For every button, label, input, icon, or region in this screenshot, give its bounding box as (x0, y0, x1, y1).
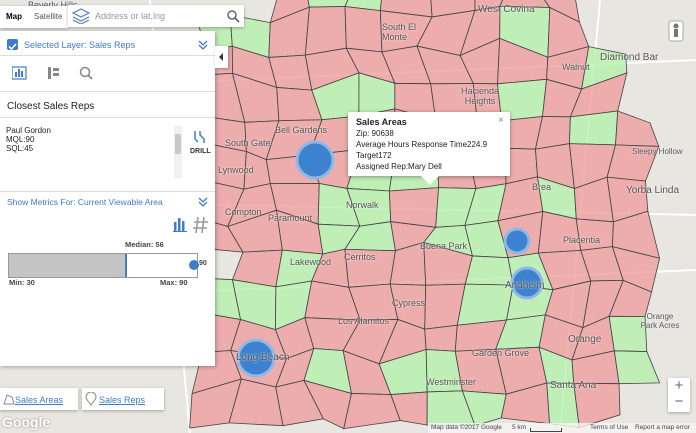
place-label: Walnut (562, 62, 590, 72)
place-label: Brea (532, 182, 552, 192)
place-label: Anaheim (505, 280, 545, 291)
panel-tool-icons[interactable] (12, 65, 102, 81)
place-label: Yorba Linda (626, 185, 680, 196)
rep-marker (236, 338, 276, 378)
place-label: Los Alamitos (338, 316, 390, 326)
place-label: Paramount (268, 213, 313, 223)
sales-area (573, 382, 621, 429)
place-label: Diamond Bar (600, 52, 659, 63)
layer-chip[interactable]: Sales Reps (82, 388, 164, 410)
slider-value: 90 (199, 260, 207, 267)
place-label: Norwalk (346, 200, 379, 210)
collapse-icon[interactable] (197, 196, 209, 208)
attribution-bar: Map data ©2017 Google 5 km Terms of Use … (428, 423, 696, 433)
terms-link[interactable]: Terms of Use (590, 424, 629, 431)
layers-icon (72, 8, 90, 24)
divider (0, 191, 215, 192)
panel-toggle[interactable] (215, 46, 228, 68)
sales-area (613, 350, 661, 385)
collapse-icon[interactable] (197, 39, 209, 51)
place-label: Placentia (563, 235, 601, 245)
place-label: Sleepy Hollow (632, 147, 683, 156)
layer-chip[interactable]: Sales Areas (0, 388, 78, 410)
divider (0, 55, 215, 56)
max-label: Max: 90 (160, 278, 188, 287)
sales-area (304, 6, 347, 56)
popup-line: Zip: 90638 (356, 129, 394, 138)
place-label: Long Beach (236, 352, 290, 363)
scrollbar[interactable] (174, 126, 182, 178)
rep-marker (503, 227, 531, 255)
layer-name[interactable]: Sales Reps (99, 395, 146, 405)
side-panel: Selected Layer: Sales Reps Closest Sales… (0, 31, 215, 366)
report-link[interactable]: Report a map error (635, 424, 690, 431)
place-label: Beverly Hills (28, 0, 78, 10)
divider (0, 91, 215, 92)
rep-mql: MQL:90 (6, 135, 35, 144)
place-label: Westminster (426, 377, 476, 387)
place-label: Orange (568, 334, 602, 345)
place-label: Cypress (392, 298, 426, 308)
place-label: Compton (225, 207, 262, 217)
sales-area (344, 6, 383, 53)
selected-layer[interactable]: Selected Layer: Sales Reps (24, 40, 136, 50)
sales-area (388, 187, 440, 228)
search-placeholder: Address or lat,lng (95, 11, 166, 21)
sales-area (569, 110, 619, 146)
place-label: South El Monte (382, 22, 417, 42)
rep-marker (510, 266, 544, 300)
chart-toggle-icons[interactable] (173, 216, 213, 234)
zoom-control[interactable]: + − (668, 378, 690, 412)
place-label: Orange Park Acres (640, 312, 680, 330)
place-label: Buena Park (420, 241, 468, 251)
attribution: Map data ©2017 Google (431, 424, 502, 431)
place-label: Hacienda Heights (460, 86, 500, 106)
google-logo: Google (2, 414, 51, 430)
map-type-control: Map Satellite (0, 6, 69, 28)
sales-area (424, 324, 458, 352)
map-tab[interactable]: Map (6, 12, 22, 21)
rep-sql: SQL:45 (6, 144, 34, 153)
place-label: Garden Grove (472, 348, 530, 358)
min-label: Min: 30 (9, 278, 35, 287)
popup-line: Average Hours Response Time224.9 (356, 140, 488, 149)
sales-area (615, 110, 660, 147)
place-label: South Gate (225, 138, 271, 148)
place-label: Lakewood (290, 257, 332, 267)
popup-close[interactable]: × (498, 115, 504, 126)
scale-bar (530, 428, 562, 432)
search-box[interactable]: Address or lat,lng (68, 5, 244, 27)
layer-checkbox[interactable] (7, 39, 18, 51)
search-icon[interactable] (226, 9, 240, 23)
satellite-tab[interactable]: Satellite (34, 12, 63, 21)
popup-title: Sales Areas (356, 117, 407, 127)
place-label: Bell Gardens (275, 125, 328, 135)
slider-handle[interactable] (189, 260, 199, 270)
range-bar (8, 253, 198, 278)
metrics-selector[interactable]: Show Metrics For: Current Viewable Area (7, 197, 163, 207)
median-label: Median: 56 (125, 240, 164, 249)
pegman[interactable] (668, 20, 684, 42)
divider (0, 117, 215, 118)
popup-tail (420, 175, 440, 185)
info-popup: Sales Areas × Zip: 90638 Average Hours R… (348, 112, 510, 176)
drill-button[interactable]: DRILL (190, 148, 211, 155)
place-label: West Covina (478, 4, 535, 15)
rep-marker (295, 140, 335, 180)
sales-area (343, 393, 401, 430)
drill-icon[interactable] (192, 129, 208, 145)
place-label: Lynwood (218, 165, 254, 175)
popup-line: Target172 (356, 151, 392, 160)
place-label: Cerritos (344, 252, 376, 262)
rep-name: Paul Gordon (6, 126, 51, 135)
place-label: Santa Ana (550, 380, 597, 391)
popup-line: Assigned Rep:Mary Dell (356, 162, 442, 171)
range-fill (9, 254, 127, 277)
layer-name[interactable]: Sales Areas (15, 395, 64, 405)
scale-label: 5 km (512, 424, 527, 431)
section-title: Closest Sales Reps (7, 101, 95, 112)
